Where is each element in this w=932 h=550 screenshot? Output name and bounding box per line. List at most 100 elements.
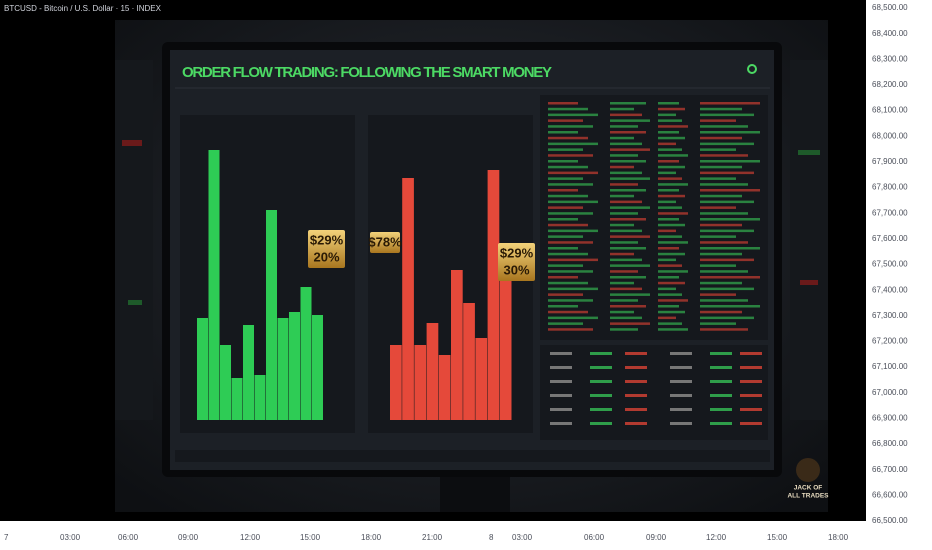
summary-cell bbox=[625, 408, 647, 411]
table-cell bbox=[548, 270, 593, 273]
table-cell bbox=[548, 200, 598, 204]
table-cell bbox=[548, 293, 583, 296]
time-label: 8 bbox=[489, 533, 494, 542]
table-cell bbox=[548, 177, 583, 180]
callout-box bbox=[498, 243, 535, 281]
time-label: 03:00 bbox=[512, 533, 533, 542]
table-cell bbox=[700, 206, 736, 209]
table-cell bbox=[610, 276, 646, 279]
table-cell bbox=[548, 206, 583, 209]
table-cell bbox=[658, 113, 676, 117]
table-cell bbox=[700, 171, 754, 175]
table-cell bbox=[700, 316, 754, 320]
table-cell bbox=[658, 293, 682, 296]
table-cell bbox=[700, 177, 736, 180]
table-cell bbox=[700, 293, 736, 296]
table-cell bbox=[548, 229, 598, 233]
summary-cell bbox=[710, 366, 732, 369]
table-cell bbox=[658, 287, 676, 291]
green-bar bbox=[300, 287, 312, 420]
table-cell bbox=[658, 206, 682, 209]
red-bar bbox=[402, 178, 414, 420]
summary-cell bbox=[625, 352, 647, 355]
red-bar bbox=[499, 265, 512, 420]
table-cell bbox=[700, 194, 742, 198]
table-cell bbox=[700, 322, 736, 325]
table-cell bbox=[548, 102, 578, 105]
callout-text: 20% bbox=[313, 249, 339, 264]
table-cell bbox=[658, 165, 685, 169]
summary-cell bbox=[625, 422, 647, 425]
table-cell bbox=[700, 107, 742, 111]
table-cell bbox=[610, 235, 650, 238]
table-cell bbox=[658, 160, 679, 163]
time-label: 06:00 bbox=[118, 533, 139, 542]
table-cell bbox=[548, 299, 593, 302]
green-bar bbox=[197, 318, 208, 420]
time-label: 18:00 bbox=[828, 533, 849, 542]
table-cell bbox=[610, 165, 634, 169]
table-cell bbox=[548, 148, 583, 151]
table-cell bbox=[548, 125, 593, 128]
table-cell bbox=[658, 189, 679, 192]
price-axis bbox=[866, 0, 932, 550]
summary-cell bbox=[670, 408, 692, 411]
table-cell bbox=[700, 223, 742, 227]
table-cell bbox=[658, 276, 679, 279]
callout-box bbox=[308, 230, 345, 268]
table-cell bbox=[610, 102, 646, 105]
table-cell bbox=[700, 258, 754, 262]
price-label: 67,100.00 bbox=[872, 362, 908, 371]
table-cell bbox=[610, 247, 646, 250]
time-label: 21:00 bbox=[422, 533, 443, 542]
callout-box bbox=[370, 232, 400, 253]
table-cell bbox=[658, 148, 682, 151]
price-label: 68,300.00 bbox=[872, 54, 908, 63]
table-cell bbox=[658, 305, 679, 308]
table-cell bbox=[548, 107, 588, 111]
table-cell bbox=[548, 142, 598, 146]
summary-cell bbox=[590, 394, 612, 397]
table-cell bbox=[658, 200, 676, 204]
time-axis bbox=[0, 521, 866, 550]
summary-cell bbox=[670, 422, 692, 425]
summary-cell bbox=[670, 366, 692, 369]
summary-cell bbox=[740, 380, 762, 383]
table-cell bbox=[610, 206, 650, 209]
table-cell bbox=[700, 281, 742, 285]
table-cell bbox=[610, 194, 634, 198]
table-cell bbox=[610, 113, 642, 117]
table-cell bbox=[700, 299, 748, 302]
table-cell bbox=[658, 131, 679, 134]
summary-cell bbox=[625, 366, 647, 369]
table-cell bbox=[700, 165, 742, 169]
price-label: 67,800.00 bbox=[872, 183, 908, 192]
table-cell bbox=[610, 136, 634, 140]
table-cell bbox=[548, 235, 583, 238]
time-label: 03:00 bbox=[60, 533, 81, 542]
summary-cell bbox=[590, 422, 612, 425]
price-label: 67,000.00 bbox=[872, 388, 908, 397]
price-label: 66,900.00 bbox=[872, 414, 908, 423]
price-label: 67,400.00 bbox=[872, 285, 908, 294]
logo-text: ALL TRADES bbox=[787, 493, 829, 500]
summary-cell bbox=[670, 394, 692, 397]
table-cell bbox=[548, 183, 593, 186]
price-label: 68,200.00 bbox=[872, 80, 908, 89]
table-cell bbox=[548, 113, 598, 117]
table-cell bbox=[610, 252, 634, 256]
red-bar bbox=[475, 338, 488, 420]
summary-cell bbox=[740, 422, 762, 425]
summary-cell bbox=[710, 380, 732, 383]
summary-cell bbox=[590, 408, 612, 411]
table-cell bbox=[700, 102, 760, 105]
red-bar bbox=[426, 323, 439, 420]
table-cell bbox=[658, 102, 679, 105]
table-cell bbox=[658, 107, 685, 111]
summary-cell bbox=[740, 408, 762, 411]
table-cell bbox=[548, 276, 578, 279]
table-cell bbox=[610, 241, 638, 244]
green-bar bbox=[220, 345, 231, 420]
green-bar bbox=[289, 312, 300, 420]
summary-cell bbox=[710, 394, 732, 397]
